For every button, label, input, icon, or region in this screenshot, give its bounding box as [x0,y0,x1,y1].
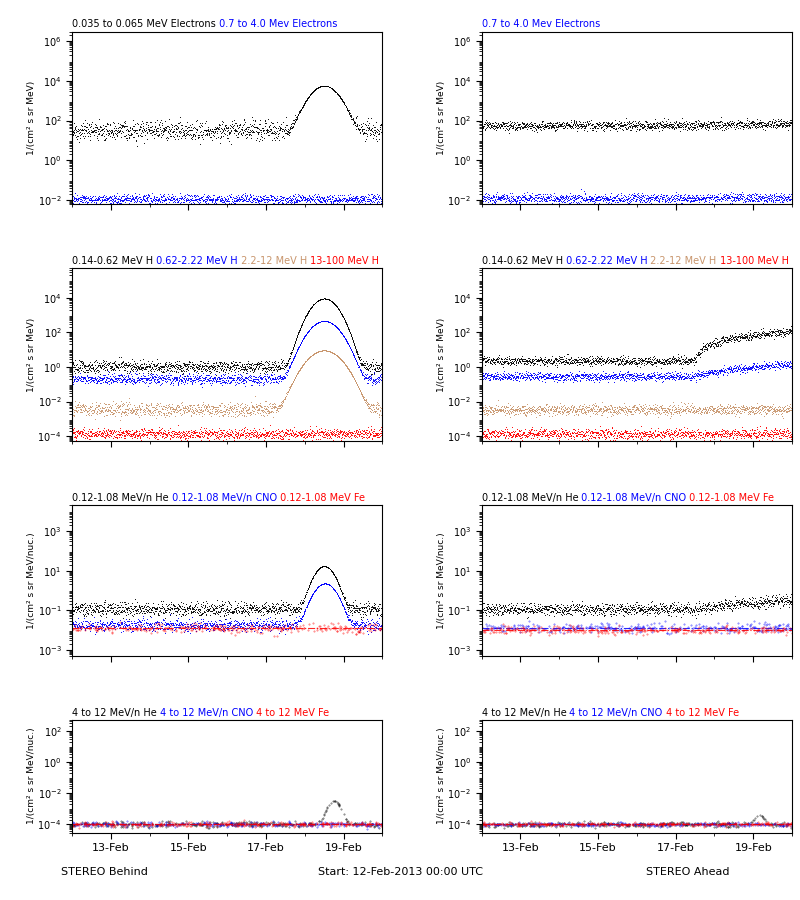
Text: 4 to 12 MeV/n He: 4 to 12 MeV/n He [482,708,566,718]
Text: 0.12-1.08 MeV/n He: 0.12-1.08 MeV/n He [482,493,578,503]
Text: 0.62-2.22 MeV H: 0.62-2.22 MeV H [153,256,238,266]
Text: 2.2-12 MeV H: 2.2-12 MeV H [238,256,307,266]
Y-axis label: 1/(cm² s sr MeV): 1/(cm² s sr MeV) [27,81,37,155]
Text: 0.12-1.08 MeV/n CNO: 0.12-1.08 MeV/n CNO [169,493,277,503]
Y-axis label: 1/(cm² s sr MeV/nuc.): 1/(cm² s sr MeV/nuc.) [437,532,446,629]
Text: 0.12-1.08 MeV Fe: 0.12-1.08 MeV Fe [277,493,365,503]
Y-axis label: 1/(cm² s sr MeV): 1/(cm² s sr MeV) [437,81,446,155]
Text: 0.12-1.08 MeV Fe: 0.12-1.08 MeV Fe [686,493,774,503]
Y-axis label: 1/(cm² s sr MeV/nuc.): 1/(cm² s sr MeV/nuc.) [27,532,36,629]
Y-axis label: 1/(cm² s sr MeV): 1/(cm² s sr MeV) [437,318,446,392]
Text: STEREO Ahead: STEREO Ahead [646,867,730,877]
Text: 0.12-1.08 MeV/n He: 0.12-1.08 MeV/n He [72,493,169,503]
Text: 0.62-2.22 MeV H: 0.62-2.22 MeV H [562,256,647,266]
Text: Start: 12-Feb-2013 00:00 UTC: Start: 12-Feb-2013 00:00 UTC [318,867,482,877]
Text: 0.12-1.08 MeV/n CNO: 0.12-1.08 MeV/n CNO [578,493,686,503]
Text: STEREO Behind: STEREO Behind [61,867,147,877]
Text: 4 to 12 MeV Fe: 4 to 12 MeV Fe [662,708,738,718]
Text: 0.7 to 4.0 Mev Electrons: 0.7 to 4.0 Mev Electrons [216,19,337,29]
Text: 4 to 12 MeV Fe: 4 to 12 MeV Fe [253,708,329,718]
Text: 0.035 to 0.065 MeV Electrons: 0.035 to 0.065 MeV Electrons [72,19,216,29]
Text: 4 to 12 MeV/n He: 4 to 12 MeV/n He [72,708,157,718]
Text: 4 to 12 MeV/n CNO: 4 to 12 MeV/n CNO [157,708,253,718]
Text: 0.7 to 4.0 Mev Electrons: 0.7 to 4.0 Mev Electrons [482,19,600,29]
Text: 2.2-12 MeV H: 2.2-12 MeV H [647,256,717,266]
Y-axis label: 1/(cm² s sr MeV/nuc.): 1/(cm² s sr MeV/nuc.) [27,728,36,824]
Text: 0.14-0.62 MeV H: 0.14-0.62 MeV H [72,256,153,266]
Text: 4 to 12 MeV/n CNO: 4 to 12 MeV/n CNO [566,708,662,718]
Text: 13-100 MeV H: 13-100 MeV H [307,256,379,266]
Text: 0.14-0.62 MeV H: 0.14-0.62 MeV H [482,256,562,266]
Text: 13-100 MeV H: 13-100 MeV H [717,256,789,266]
Y-axis label: 1/(cm² s sr MeV/nuc.): 1/(cm² s sr MeV/nuc.) [437,728,446,824]
Y-axis label: 1/(cm² s sr MeV): 1/(cm² s sr MeV) [27,318,36,392]
